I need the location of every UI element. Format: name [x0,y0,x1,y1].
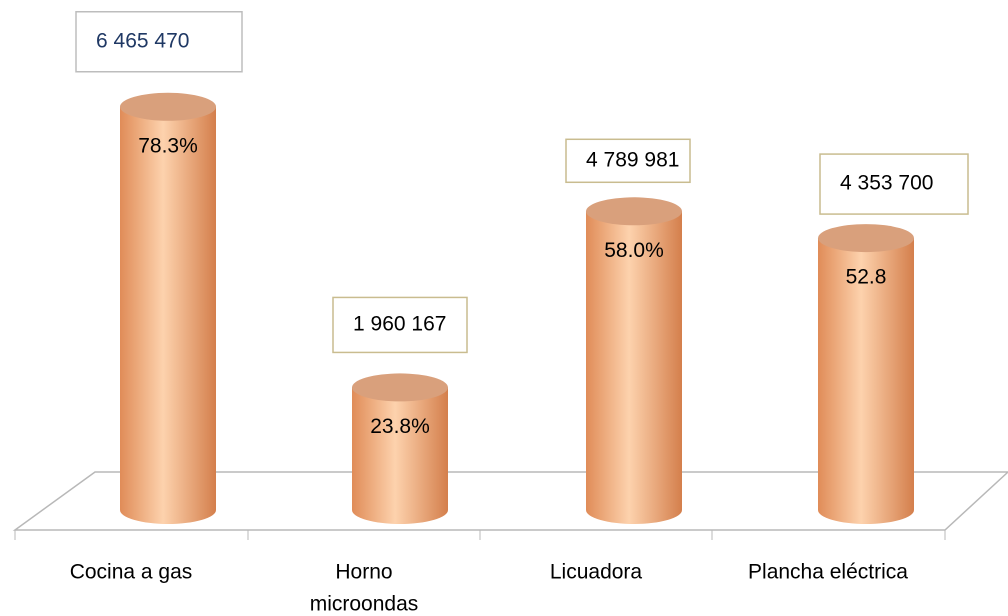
bar-top [120,92,216,121]
x-tick-label: Cocina a gas [70,561,193,584]
annotation-box [565,138,691,184]
bar [120,106,216,524]
x-tick-label: Plancha eléctrica [748,561,908,584]
x-tick-label: Licuadora [550,561,643,584]
data-label: 78.3% [138,134,198,157]
annotation: 1 960 167 [353,312,446,335]
annotation-box [75,11,243,73]
annotation-box [819,153,969,215]
annotation: 6 465 470 [96,29,189,52]
bar-top [586,197,682,226]
data-label: 58.0% [604,239,664,262]
data-label: 52.8 [846,266,887,289]
bar-top [352,373,448,402]
annotation: 4 789 981 [586,148,679,171]
annotation: 4 353 700 [840,172,933,195]
data-label: 23.8% [370,415,430,438]
floor [12,471,1008,540]
annotation-box [332,296,468,354]
x-tick-label: Horno [335,561,392,584]
bar [818,238,914,524]
bar [586,211,682,525]
x-tick-label: microondas [310,593,419,616]
bar [352,387,448,524]
bar-top [818,224,914,253]
